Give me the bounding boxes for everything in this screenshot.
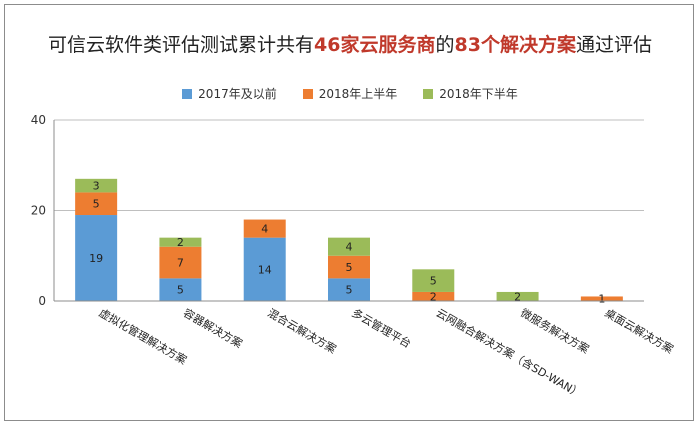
legend-swatch <box>302 88 313 99</box>
data-label: 5 <box>430 275 437 288</box>
bar-segment <box>243 219 286 238</box>
legend-label: 2017年及以前 <box>198 87 277 101</box>
title-part: 46家云服务商 <box>314 34 436 56</box>
legend-label: 2018年下半年 <box>439 87 518 101</box>
data-label: 3 <box>93 180 100 193</box>
bar-segment <box>243 237 286 301</box>
legend-swatch <box>423 88 434 99</box>
bar-segment <box>75 215 118 301</box>
data-label: 4 <box>261 223 268 236</box>
title-part: 通过评估 <box>575 34 652 56</box>
bar-segment <box>328 237 370 256</box>
data-label: 1 <box>598 293 605 306</box>
bar-segment <box>159 246 202 279</box>
data-label: 5 <box>93 198 100 211</box>
title-part: 的 <box>435 34 455 56</box>
title-part: 83个解决方案 <box>454 34 576 56</box>
data-label: 14 <box>258 263 272 276</box>
title-part: 可信云软件类评估测试累计共有 <box>48 34 315 56</box>
x-tick-label: 容器解决方案 <box>181 305 245 350</box>
data-label: 7 <box>177 257 184 270</box>
chart-title: 可信云软件类评估测试累计共有46家云服务商的83个解决方案通过评估 <box>0 30 700 57</box>
data-label: 5 <box>177 284 184 297</box>
bar-segment <box>75 178 118 193</box>
bar-segment <box>580 296 623 301</box>
bar-segment <box>328 255 370 279</box>
chart-legend: 2017年及以前 2018年上半年 2018年下半年 <box>0 85 700 102</box>
legend-swatch <box>182 88 193 99</box>
legend-label: 2018年上半年 <box>318 87 398 101</box>
bar-segment <box>412 291 455 301</box>
x-tick-label: 微服务解决方案 <box>518 305 592 356</box>
legend-item: 2017年及以前 <box>182 85 277 102</box>
data-label: 2 <box>177 236 184 249</box>
y-tick-label: 40 <box>31 113 46 127</box>
bar-segment <box>328 278 370 301</box>
x-tick-label: 多云管理平台 <box>350 305 414 350</box>
legend-item: 2018年上半年 <box>302 85 398 102</box>
y-tick-label: 20 <box>31 204 46 218</box>
chart-frame <box>4 4 694 421</box>
data-label: 5 <box>346 261 353 274</box>
y-tick-label: 0 <box>38 294 46 308</box>
x-tick-label: 桌面云解决方案 <box>602 305 676 356</box>
bar-segment <box>159 278 202 301</box>
bar-segment <box>412 269 455 292</box>
data-label: 2 <box>514 290 521 303</box>
bar-segment <box>496 291 539 301</box>
x-tick-label: 虚拟化管理解决方案 <box>97 305 190 367</box>
data-label: 5 <box>346 284 353 297</box>
bar-segment <box>75 192 118 216</box>
x-tick-label: 混合云解决方案 <box>265 305 339 356</box>
bar-segment <box>159 237 202 247</box>
data-label: 4 <box>346 241 353 254</box>
data-label: 2 <box>430 290 437 303</box>
x-tick-label: 云网融合解决方案（含SD-WAN） <box>434 305 585 400</box>
data-label: 19 <box>89 252 103 265</box>
legend-item: 2018年下半年 <box>423 85 518 102</box>
